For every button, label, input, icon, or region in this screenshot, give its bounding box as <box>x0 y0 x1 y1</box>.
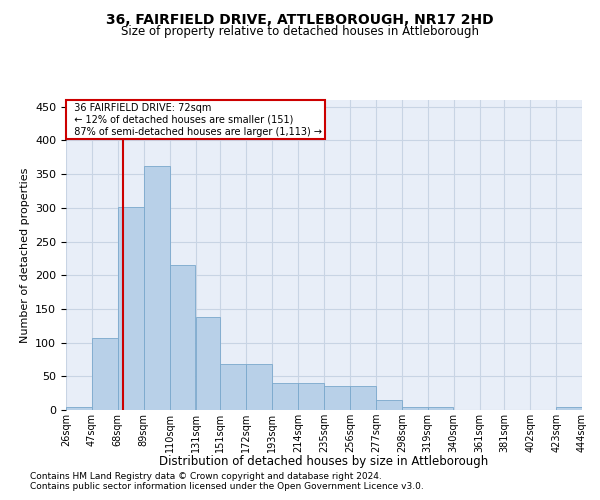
Bar <box>272 383 298 410</box>
Text: 36, FAIRFIELD DRIVE, ATTLEBOROUGH, NR17 2HD: 36, FAIRFIELD DRIVE, ATTLEBOROUGH, NR17 … <box>106 12 494 26</box>
Bar <box>298 383 324 410</box>
Bar <box>220 364 246 410</box>
Bar <box>144 166 170 410</box>
Text: Contains HM Land Registry data © Crown copyright and database right 2024.: Contains HM Land Registry data © Crown c… <box>30 472 382 481</box>
Bar <box>247 364 272 410</box>
Bar <box>92 338 118 410</box>
Bar <box>350 386 376 410</box>
Text: Size of property relative to detached houses in Attleborough: Size of property relative to detached ho… <box>121 25 479 38</box>
Bar <box>556 406 582 410</box>
Text: Contains public sector information licensed under the Open Government Licence v3: Contains public sector information licen… <box>30 482 424 491</box>
Text: 36 FAIRFIELD DRIVE: 72sqm
  ← 12% of detached houses are smaller (151)
  87% of : 36 FAIRFIELD DRIVE: 72sqm ← 12% of detac… <box>68 104 322 136</box>
Text: Distribution of detached houses by size in Attleborough: Distribution of detached houses by size … <box>160 454 488 468</box>
Bar <box>324 386 350 410</box>
Y-axis label: Number of detached properties: Number of detached properties <box>20 168 29 342</box>
Bar <box>196 317 220 410</box>
Bar <box>402 406 428 410</box>
Bar <box>376 400 401 410</box>
Bar <box>170 265 196 410</box>
Bar <box>118 207 143 410</box>
Bar <box>66 406 92 410</box>
Bar <box>428 406 454 410</box>
